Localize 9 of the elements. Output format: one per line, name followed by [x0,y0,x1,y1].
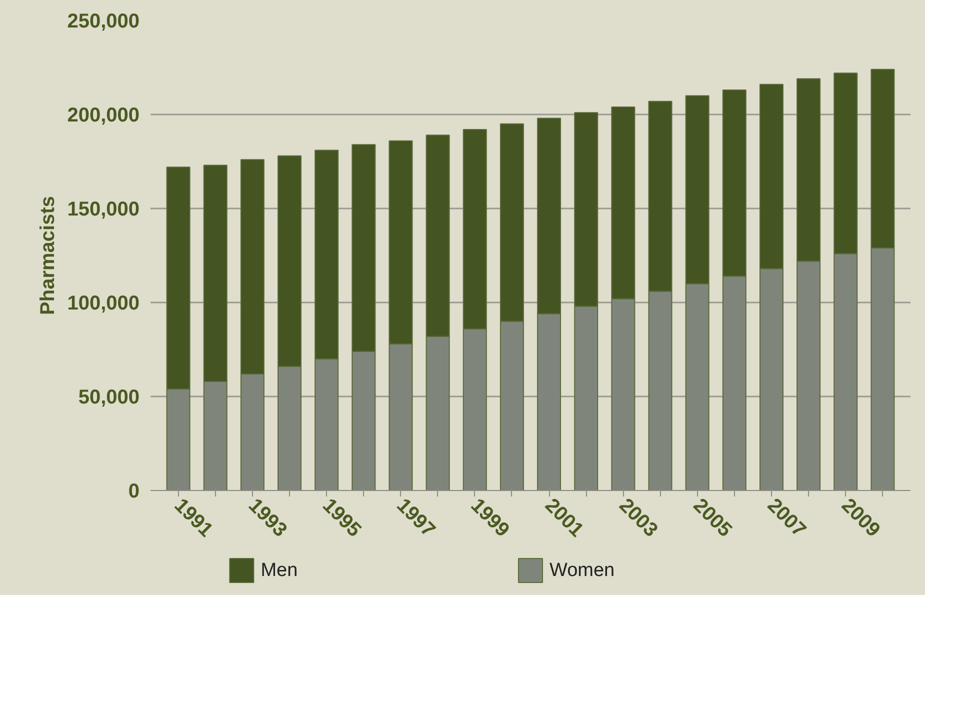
y-tick-label: 100,000 [67,292,140,314]
y-tick-label: 50,000 [78,386,140,408]
legend-label: Men [260,560,298,581]
y-axis-title: Pharmacists [37,196,60,315]
legend-label: Women [550,560,615,581]
y-tick-label: 0 [128,480,140,502]
y-tick-label: 250,000 [67,10,140,32]
y-tick-label: 150,000 [67,198,140,220]
y-tick-label: 200,000 [67,104,140,126]
